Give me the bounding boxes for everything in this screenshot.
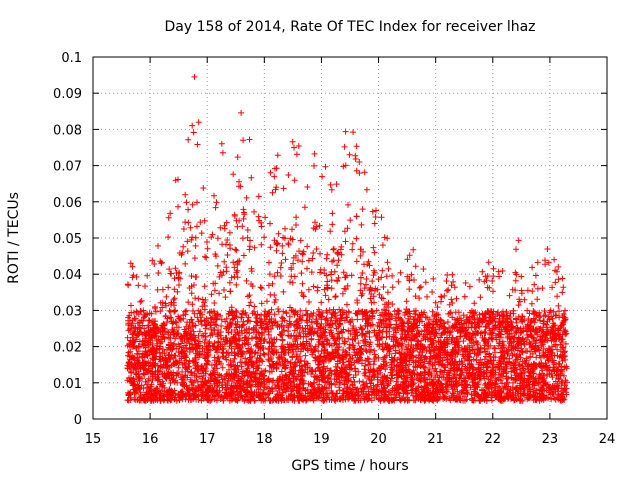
y-tick-label: 0.1	[61, 51, 82, 66]
x-axis-title: GPS time / hours	[291, 458, 408, 474]
axis-ticks	[92, 56, 608, 420]
y-tick-label: 0.03	[53, 304, 82, 319]
y-tick-labels: 0 0.01 0.02 0.03 0.04 0.05 0.06 0.07 0.08 0.09 0.1	[53, 51, 82, 428]
y-axis-title: ROTI / TECUs	[6, 192, 22, 284]
y-tick-label: 0.05	[53, 232, 82, 247]
y-tick-label: 0.02	[53, 341, 82, 356]
x-tick-label: 18	[256, 432, 273, 447]
data-points	[124, 73, 570, 404]
x-tick-label: 19	[313, 432, 330, 447]
y-tick-label: 0.06	[53, 196, 82, 211]
x-tick-label: 17	[199, 432, 216, 447]
x-tick-label: 16	[142, 432, 159, 447]
y-tick-label: 0.01	[53, 377, 82, 392]
x-tick-label: 15	[85, 432, 102, 447]
x-tick-label: 21	[427, 432, 444, 447]
x-tick-labels: 15 16 17 18 19 20 21 22 23 24	[85, 432, 616, 447]
x-tick-label: 22	[485, 432, 502, 447]
y-tick-label: 0.08	[53, 123, 82, 138]
y-tick-label: 0.04	[53, 268, 82, 283]
x-tick-label: 24	[599, 432, 616, 447]
chart-title: Day 158 of 2014, Rate Of TEC Index for r…	[164, 19, 535, 35]
y-tick-label: 0.09	[53, 87, 82, 102]
x-tick-label: 20	[370, 432, 387, 447]
x-tick-label: 23	[542, 432, 559, 447]
roti-scatter-points	[124, 73, 570, 404]
y-tick-label: 0.07	[53, 160, 82, 175]
y-tick-label: 0	[74, 413, 82, 428]
